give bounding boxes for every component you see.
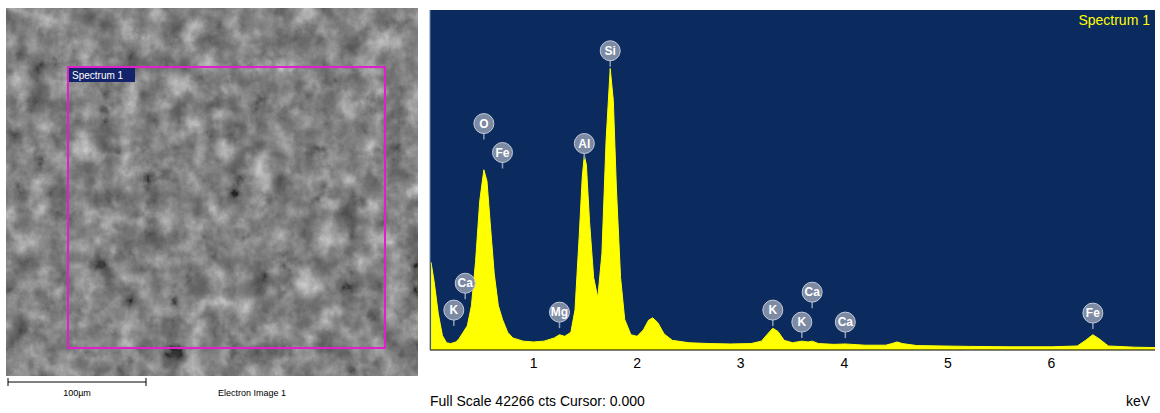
html-text:Spectrum 1: Spectrum 1 [1078, 12, 1150, 28]
svg-text:K: K [768, 303, 777, 317]
svg-text:Fe: Fe [495, 146, 509, 160]
svg-text:Mg: Mg [551, 305, 568, 319]
svg-text:Al: Al [578, 137, 590, 151]
svg-text:K: K [449, 303, 458, 317]
svg-text:1: 1 [530, 355, 538, 371]
svg-text:4: 4 [840, 355, 848, 371]
svg-text:O: O [479, 117, 488, 131]
svg-text:K: K [797, 315, 806, 329]
svg-text:Electron Image 1: Electron Image 1 [218, 388, 286, 398]
svg-text:Ca: Ca [458, 276, 474, 290]
svg-text:Spectrum 1: Spectrum 1 [72, 70, 124, 81]
svg-text:5: 5 [944, 355, 952, 371]
svg-text:Fe: Fe [1086, 306, 1100, 320]
svg-text:Ca: Ca [838, 315, 854, 329]
html-text:Full Scale 42266 cts Cursor: 0: Full Scale 42266 cts Cursor: 0.000 [430, 393, 645, 409]
svg-text:3: 3 [737, 355, 745, 371]
svg-text:6: 6 [1048, 355, 1056, 371]
svg-text:Si: Si [605, 44, 616, 58]
svg-text:2: 2 [633, 355, 641, 371]
svg-text:100µm: 100µm [63, 388, 91, 398]
svg-text:Ca: Ca [805, 285, 821, 299]
html-text:keV: keV [1125, 393, 1150, 409]
